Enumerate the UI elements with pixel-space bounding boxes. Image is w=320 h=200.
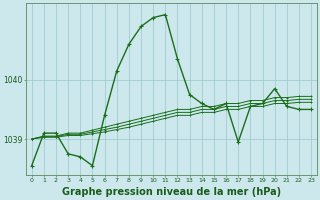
X-axis label: Graphe pression niveau de la mer (hPa): Graphe pression niveau de la mer (hPa) xyxy=(62,187,281,197)
